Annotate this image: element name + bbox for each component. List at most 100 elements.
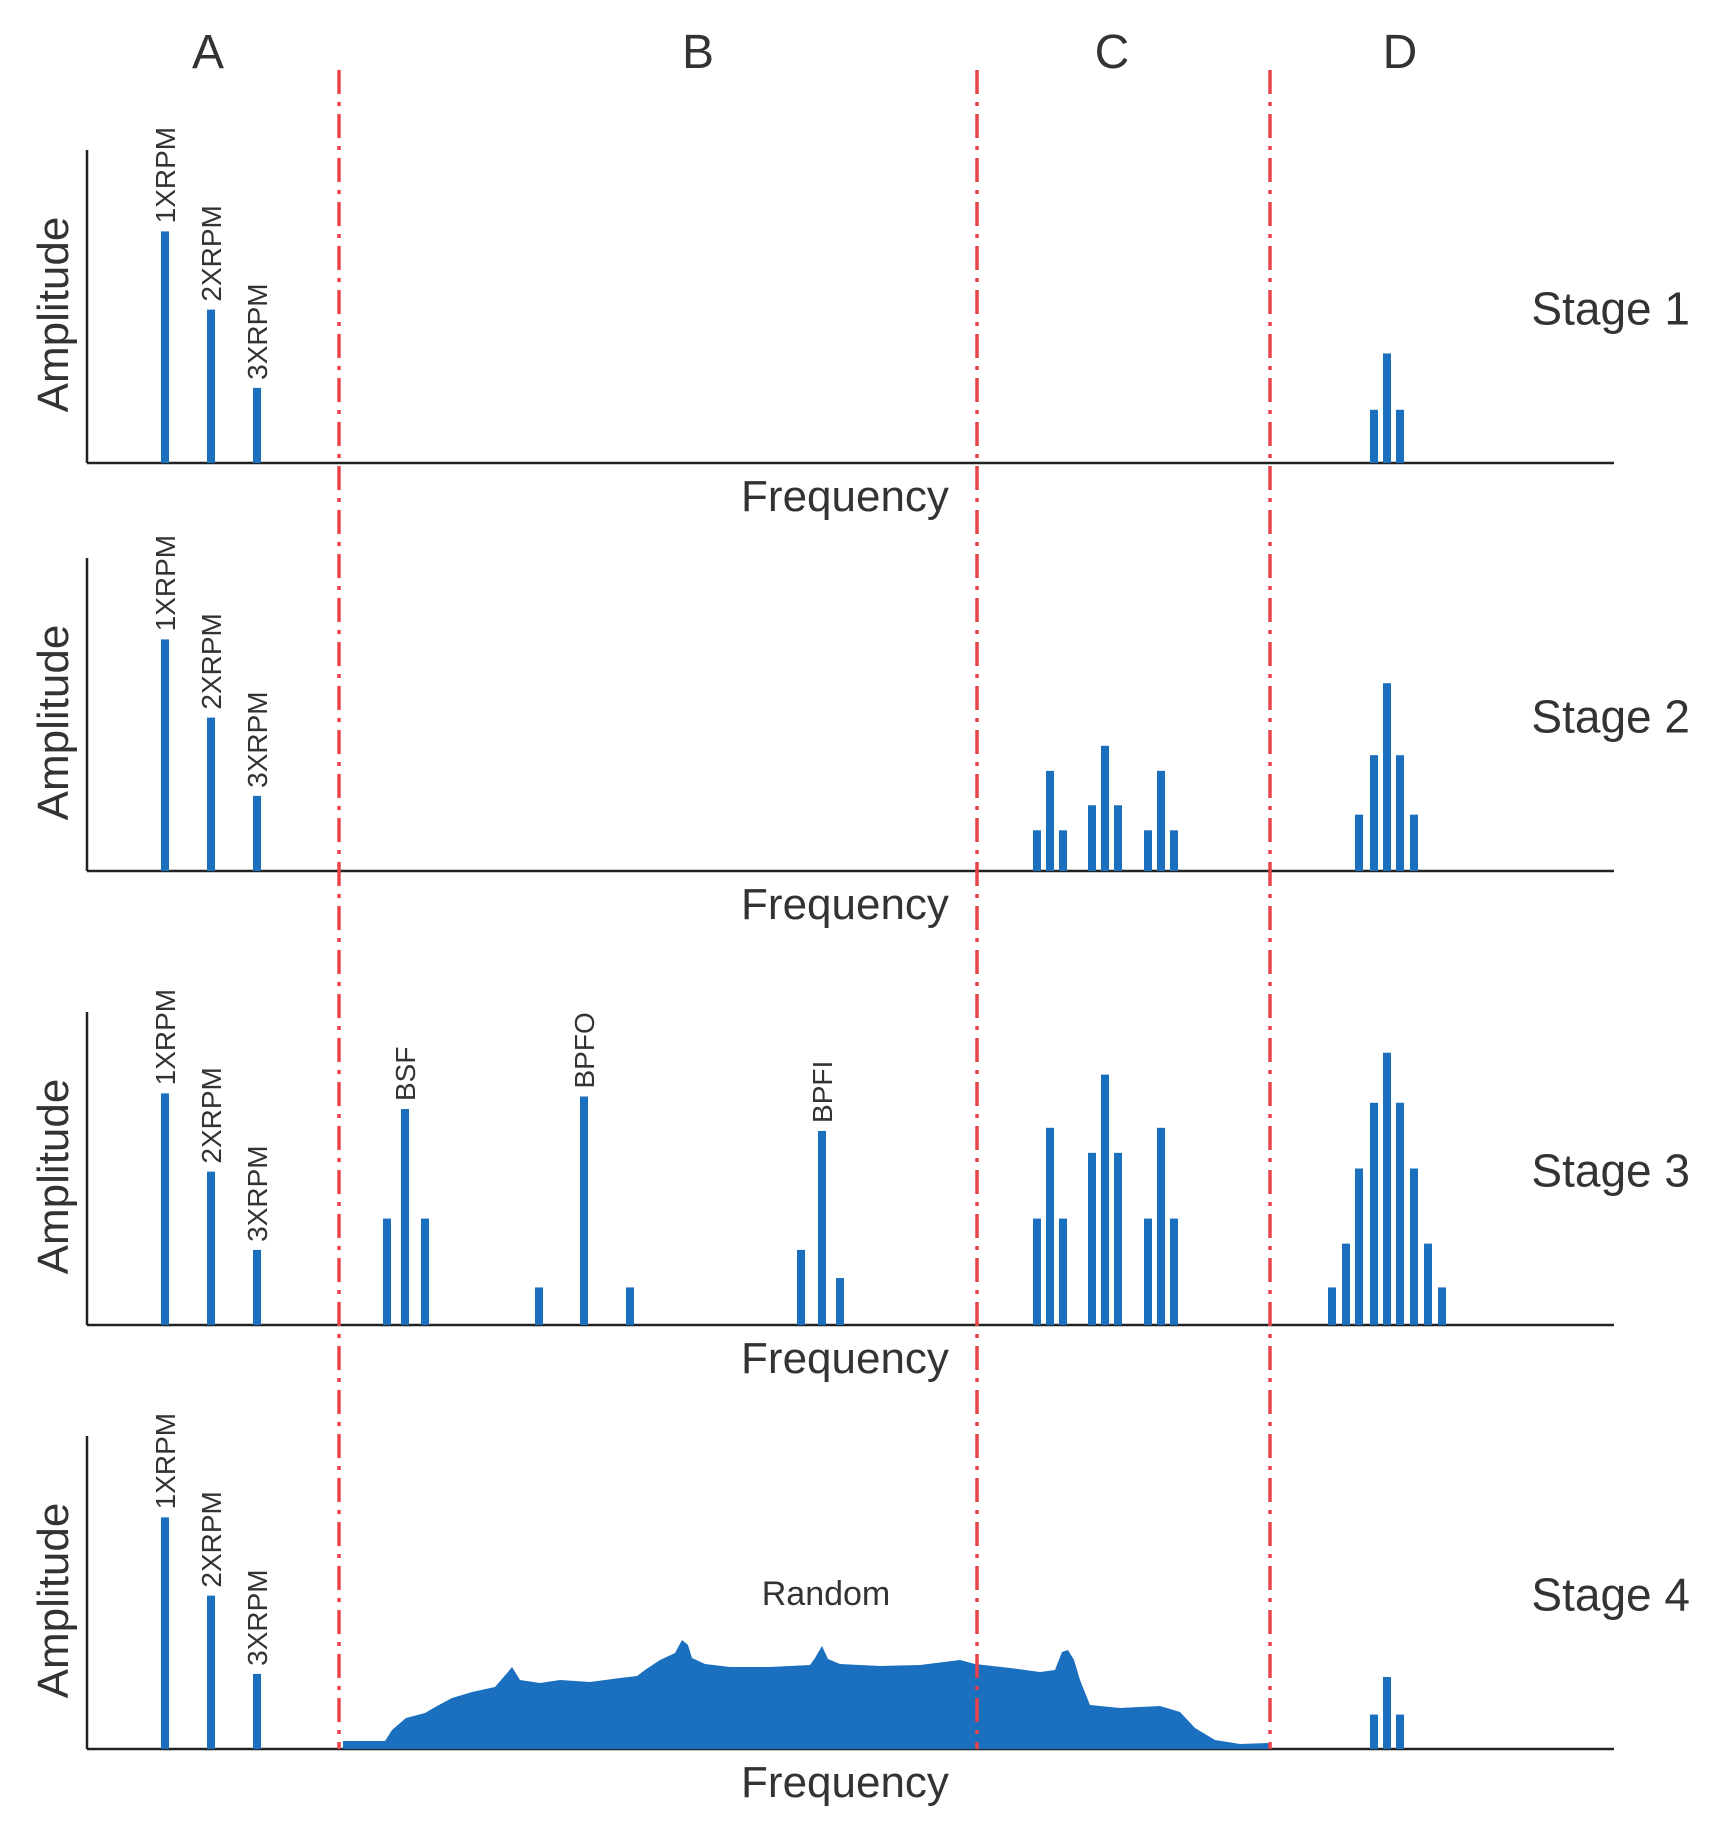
y-axis-title: Amplitude — [29, 217, 78, 413]
defect-label-bpfi: BPFI — [807, 1061, 838, 1123]
zone-label-c: C — [1095, 26, 1130, 79]
zone-c-bar — [1101, 1074, 1109, 1325]
zone-c-bar — [1157, 770, 1165, 871]
harmonic-bar-1x — [161, 639, 169, 871]
stage-label: Stage 2 — [1531, 691, 1690, 743]
harmonic-label-1x: 1XRPM — [150, 1413, 181, 1509]
stage-label: Stage 4 — [1531, 1569, 1690, 1621]
zone-d-bar — [1383, 683, 1391, 871]
defect-bar-bpfi — [836, 1278, 844, 1325]
zone-c-bar — [1101, 745, 1109, 871]
defect-bar-bpfi — [797, 1249, 805, 1325]
zone-d-bar — [1383, 1677, 1391, 1749]
zone-d-bar — [1396, 755, 1404, 871]
harmonic-bar-3x — [253, 795, 261, 871]
harmonic-label-1x: 1XRPM — [150, 989, 181, 1085]
harmonic-label-3x: 3XRPM — [242, 1569, 273, 1665]
harmonic-label-3x: 3XRPM — [242, 283, 273, 379]
stage-panel-3: Frequency Amplitude Stage 3 1XRPM 2XRPM 3XRPM… — [29, 989, 1690, 1383]
zone-d-bar — [1370, 755, 1378, 871]
zone-d-bar — [1410, 814, 1418, 871]
harmonic-bar-2x — [207, 1171, 215, 1325]
zone-d-bar — [1355, 1168, 1363, 1325]
defect-bar-bsf — [421, 1218, 429, 1325]
zone-c-bar — [1046, 1127, 1054, 1325]
defect-bar-bsf — [401, 1109, 409, 1325]
zone-c-bar — [1033, 830, 1041, 871]
defect-bar-bpfi — [818, 1130, 826, 1325]
zone-label-b: B — [682, 26, 714, 79]
harmonic-label-2x: 2XRPM — [196, 1491, 227, 1587]
stage-panel-1: Frequency Amplitude Stage 1 1XRPM 2XRPM 3XRPM — [29, 127, 1690, 521]
zone-d-bar — [1424, 1243, 1432, 1325]
zone-d-bar — [1355, 814, 1363, 871]
zone-d-bar — [1410, 1168, 1418, 1325]
zone-d-bar — [1370, 1102, 1378, 1325]
zone-c-bar — [1059, 1218, 1067, 1325]
stage-label: Stage 3 — [1531, 1145, 1690, 1197]
harmonic-bar-1x — [161, 1517, 169, 1749]
y-axis-title: Amplitude — [29, 625, 78, 821]
stage-label: Stage 1 — [1531, 283, 1690, 335]
defect-bar-bpfo — [580, 1096, 588, 1325]
zone-d-bar — [1383, 353, 1391, 463]
zone-d-bar — [1342, 1243, 1350, 1325]
zone-label-a: A — [192, 26, 224, 79]
x-axis-title: Frequency — [741, 880, 949, 929]
harmonic-bar-3x — [253, 1673, 261, 1749]
harmonic-label-1x: 1XRPM — [150, 127, 181, 223]
harmonic-bar-3x — [253, 1249, 261, 1325]
zone-c-bar — [1144, 830, 1152, 871]
random-label: Random — [762, 1575, 891, 1613]
harmonic-label-3x: 3XRPM — [242, 1145, 273, 1241]
zone-c-bar — [1157, 1127, 1165, 1325]
zone-c-bar — [1144, 1218, 1152, 1325]
zone-label-d: D — [1383, 26, 1418, 79]
x-axis-title: Frequency — [741, 1758, 949, 1807]
zone-d-bar — [1396, 1102, 1404, 1325]
x-axis-title: Frequency — [741, 1334, 949, 1383]
defect-bar-bpfo — [626, 1287, 634, 1325]
harmonic-bar-1x — [161, 1093, 169, 1325]
stage-panels: Frequency Amplitude Stage 1 1XRPM 2XRPM 3XRPM… — [29, 127, 1690, 1807]
zone-c-bar — [1114, 805, 1122, 871]
harmonic-bar-1x — [161, 231, 169, 463]
y-axis-title: Amplitude — [29, 1503, 78, 1699]
y-axis-title: Amplitude — [29, 1079, 78, 1275]
defect-label-bsf: BSF — [390, 1047, 421, 1101]
x-axis-title: Frequency — [741, 472, 949, 521]
zone-d-bar — [1370, 409, 1378, 463]
harmonic-label-2x: 2XRPM — [196, 205, 227, 301]
zone-d-bar — [1383, 1052, 1391, 1325]
defect-bar-bpfo — [535, 1287, 543, 1325]
zone-d-bar — [1396, 409, 1404, 463]
harmonic-label-2x: 2XRPM — [196, 613, 227, 709]
harmonic-label-3x: 3XRPM — [242, 691, 273, 787]
zone-c-bar — [1046, 770, 1054, 871]
stage-panel-4: Frequency Amplitude Stage 4 1XRPM 2XRPM 3XRPM… — [29, 1413, 1690, 1807]
random-noise-area — [343, 1640, 1270, 1749]
harmonic-label-2x: 2XRPM — [196, 1067, 227, 1163]
zone-labels: A B C D — [192, 26, 1417, 79]
defect-label-bpfo: BPFO — [569, 1012, 600, 1088]
stage-panel-2: Frequency Amplitude Stage 2 1XRPM 2XRPM 3XRPM — [29, 535, 1690, 929]
zone-d-bar — [1438, 1287, 1446, 1325]
defect-bar-bsf — [383, 1218, 391, 1325]
zone-dividers — [337, 70, 1272, 1749]
zone-c-bar — [1088, 805, 1096, 871]
zone-d-bar — [1328, 1287, 1336, 1325]
harmonic-bar-3x — [253, 387, 261, 463]
zone-c-bar — [1114, 1152, 1122, 1325]
zone-c-bar — [1088, 1152, 1096, 1325]
zone-d-bar — [1396, 1714, 1404, 1749]
zone-d-bar — [1370, 1714, 1378, 1749]
harmonic-bar-2x — [207, 717, 215, 871]
zone-c-bar — [1170, 830, 1178, 871]
harmonic-label-1x: 1XRPM — [150, 535, 181, 631]
zone-c-bar — [1059, 830, 1067, 871]
harmonic-bar-2x — [207, 309, 215, 463]
harmonic-bar-2x — [207, 1595, 215, 1749]
zone-c-bar — [1033, 1218, 1041, 1325]
zone-c-bar — [1170, 1218, 1178, 1325]
